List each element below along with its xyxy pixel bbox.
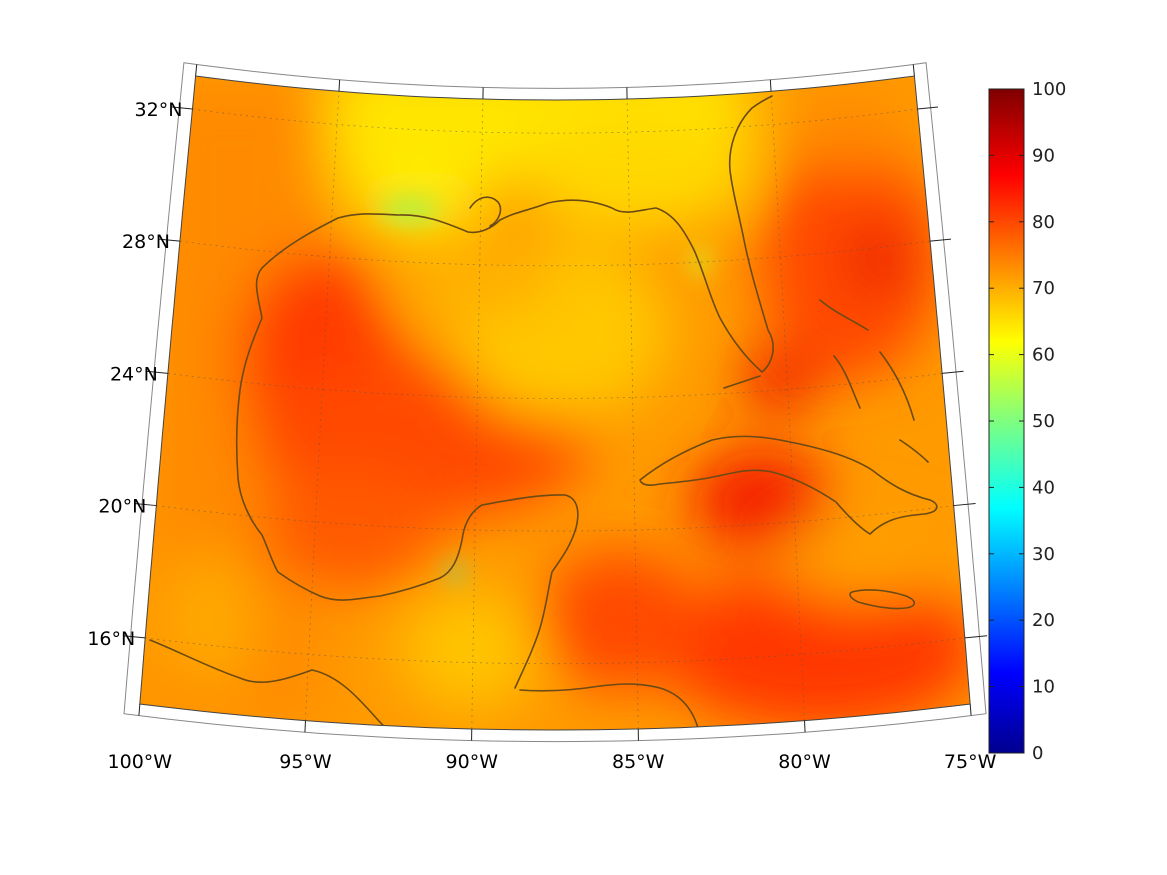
colorbar-tick-label: 50	[1032, 411, 1055, 432]
field-blob	[380, 240, 560, 320]
coastline-keys	[723, 375, 761, 389]
colorbar-tick-label: 80	[1032, 212, 1055, 233]
coastline-bahamas	[819, 299, 929, 463]
latitude-labels: 16°N 20°N 24°N 28°N 32°N	[87, 99, 182, 650]
latitude-label: 24°N	[110, 363, 158, 385]
coastline-delta	[469, 196, 502, 227]
colorbar-tick-label: 60	[1032, 345, 1055, 366]
field-blob	[790, 90, 910, 170]
latitude-tick	[134, 502, 157, 507]
latitude-tick	[146, 370, 168, 374]
latitude-label: 32°N	[135, 99, 183, 121]
field-blob	[400, 590, 540, 710]
coastline-jamaica	[849, 589, 916, 610]
latitude-tick	[158, 238, 180, 242]
longitude-label: 75°W	[944, 751, 997, 773]
latitude-label: 20°N	[98, 496, 146, 518]
coastline-honduras	[519, 683, 723, 730]
latitude-tick	[930, 238, 952, 242]
longitude-tick	[338, 79, 341, 92]
coastline-mexico	[237, 477, 579, 689]
map-frame	[139, 75, 971, 731]
colorbar-tick-label: 100	[1032, 79, 1066, 100]
axis-ticks	[122, 64, 988, 741]
longitude-tick	[969, 703, 972, 716]
field-blob	[260, 470, 440, 590]
map-frame-outer	[123, 62, 987, 743]
field-blob	[160, 550, 260, 690]
colorbar-ramp	[988, 88, 1025, 754]
colorbar-tick-label: 10	[1032, 677, 1055, 698]
longitude-label: 85°W	[612, 751, 665, 773]
colorbar: 0 10 20 30 40 50 60 70 80 90 100	[988, 79, 1066, 764]
colorbar-ticks: 0 10 20 30 40 50 60 70 80 90 100	[989, 79, 1066, 764]
colorbar-tick-label: 90	[1032, 145, 1055, 166]
coastline-gulf-north	[235, 95, 774, 479]
longitude-label: 100°W	[108, 751, 173, 773]
latitude-label: 16°N	[87, 628, 135, 650]
field-blob	[660, 570, 971, 730]
longitude-label: 90°W	[446, 751, 499, 773]
graticule	[139, 76, 971, 730]
coastline-cuba	[639, 435, 938, 535]
longitude-label: 95°W	[279, 751, 332, 773]
field-blob	[740, 350, 820, 410]
colorbar-tick-label: 0	[1032, 743, 1043, 764]
colorbar-tick-label: 20	[1032, 610, 1055, 631]
longitude-tick	[195, 64, 198, 77]
latitude-tick	[917, 106, 939, 110]
value-field	[139, 76, 971, 730]
field-blob	[780, 520, 940, 600]
field-spot	[380, 196, 440, 224]
parallel-line	[192, 108, 918, 134]
longitude-tick	[912, 64, 915, 77]
parallel-line	[145, 637, 965, 665]
longitude-labels: 100°W 95°W 90°W 85°W 80°W 75°W	[108, 751, 997, 773]
field-blob	[850, 230, 910, 290]
parallel-line	[156, 505, 954, 532]
latitude-label: 28°N	[122, 231, 170, 253]
longitude-tick	[769, 79, 772, 92]
latitude-tick	[953, 502, 976, 507]
latitude-tick	[171, 106, 193, 110]
longitude-label: 80°W	[778, 751, 831, 773]
colorbar-tick-label: 40	[1032, 477, 1055, 498]
colorbar-tick-label: 30	[1032, 544, 1055, 565]
longitude-tick	[804, 720, 806, 733]
field-blob	[520, 110, 760, 230]
longitude-tick	[138, 703, 141, 716]
latitude-tick	[964, 635, 988, 639]
field-blob	[540, 550, 700, 690]
colorbar-tick-label: 70	[1032, 278, 1055, 299]
latitude-tick	[122, 635, 146, 639]
longitude-tick	[304, 720, 306, 733]
field-spot	[447, 564, 463, 580]
latitude-tick	[942, 370, 964, 374]
